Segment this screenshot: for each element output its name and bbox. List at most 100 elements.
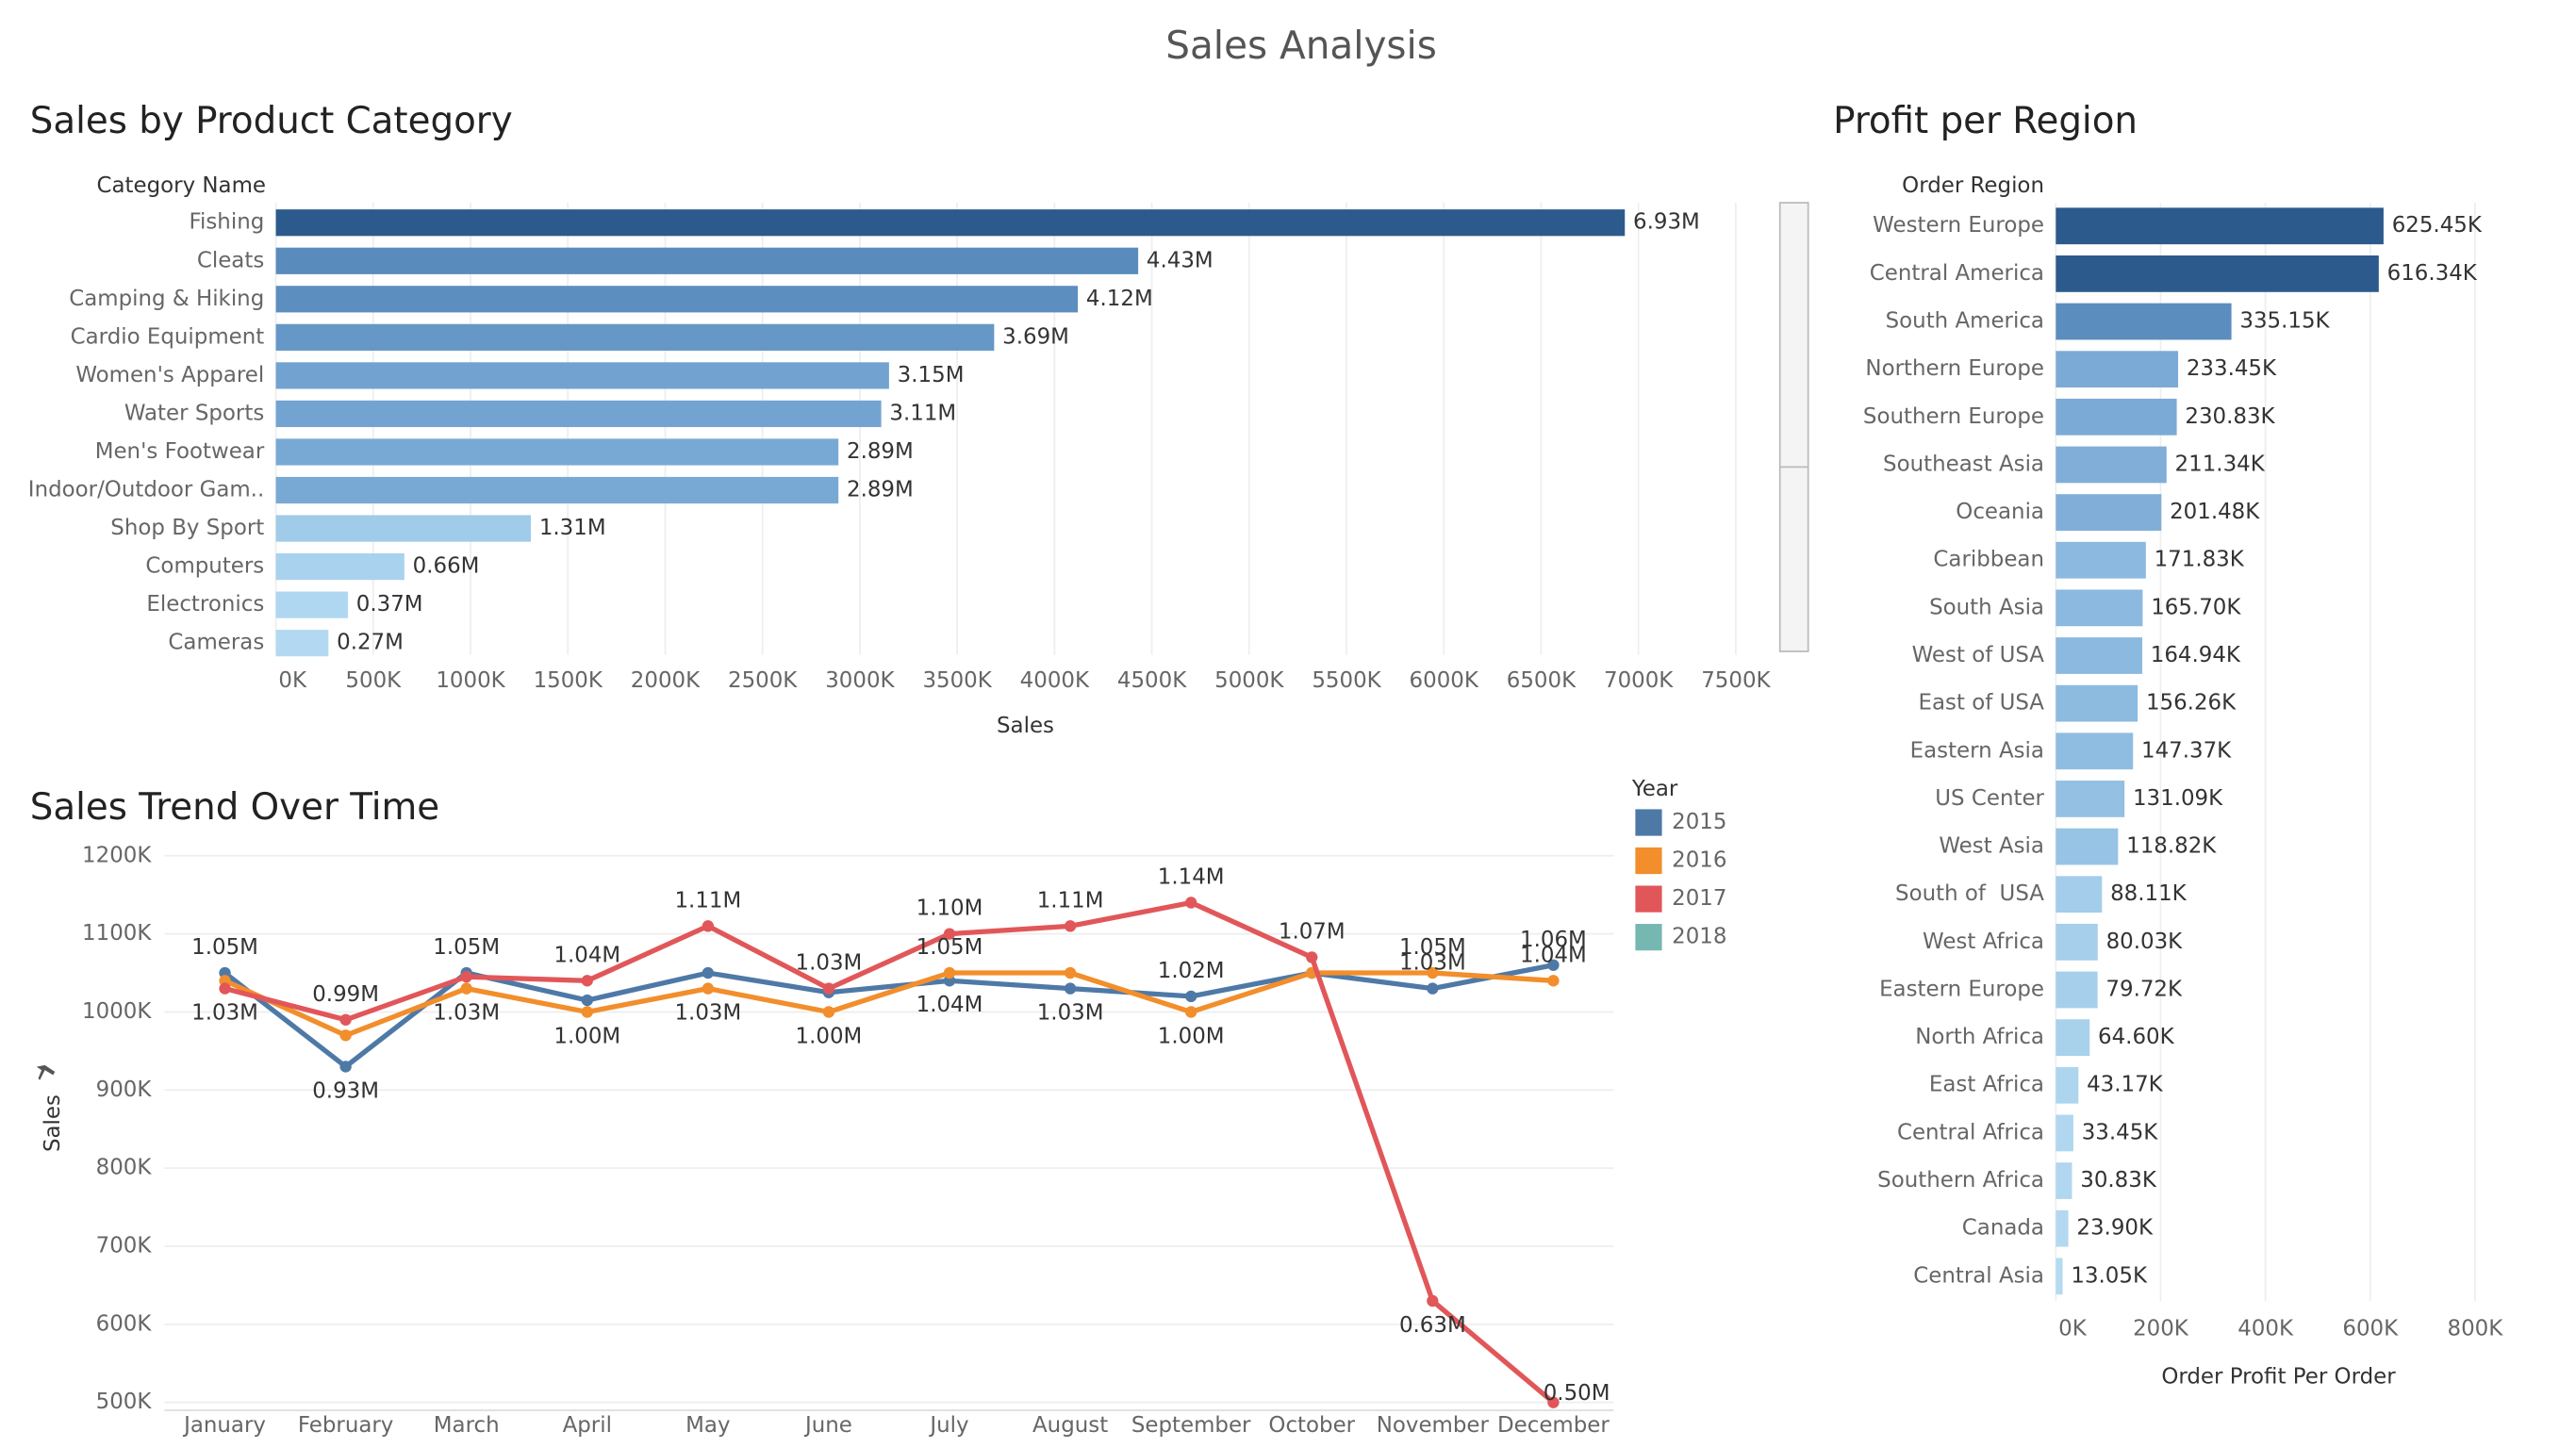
- point: [581, 994, 593, 1007]
- point: [702, 982, 715, 995]
- pin-icon[interactable]: [36, 1064, 56, 1080]
- data-label: 1.03M: [1037, 1001, 1104, 1026]
- x-tick-label: 1500K: [534, 668, 603, 693]
- bar: [2056, 494, 2162, 531]
- x-tick-label: 0K: [2058, 1317, 2088, 1341]
- data-label: 616.34K: [2387, 261, 2478, 286]
- point: [702, 966, 715, 979]
- data-label: 201.48K: [2170, 500, 2260, 524]
- data-label: 1.04M: [1520, 943, 1587, 967]
- legend-label: 2017: [1672, 886, 1726, 911]
- series-line: [223, 963, 1554, 1070]
- data-label: 1.05M: [433, 935, 500, 960]
- chart-title: Sales by Product Category: [30, 100, 513, 142]
- point: [1547, 1396, 1560, 1408]
- data-label: 3.11M: [889, 401, 956, 425]
- category-label: Oceania: [1956, 500, 2044, 524]
- data-label: 1.03M: [1399, 951, 1466, 976]
- x-tick-label: 3500K: [922, 668, 992, 693]
- category-header: Category Name: [97, 173, 267, 198]
- data-label: 1.14M: [1158, 865, 1225, 890]
- bar: [2056, 732, 2134, 770]
- bar: [275, 591, 348, 618]
- bar: [275, 552, 405, 581]
- x-tick-label: 4500K: [1117, 668, 1187, 693]
- bar: [2056, 446, 2167, 484]
- data-label: 1.00M: [1158, 1024, 1225, 1048]
- point: [460, 971, 472, 983]
- x-tick-label: 400K: [2237, 1317, 2294, 1341]
- x-tick-label: February: [298, 1413, 394, 1438]
- bar: [2056, 876, 2103, 913]
- category-label: South of USA: [1895, 881, 2044, 906]
- category-label: Cleats: [197, 248, 264, 272]
- data-label: 1.04M: [916, 993, 983, 1017]
- legend-swatch: [1635, 809, 1662, 836]
- bar: [2056, 637, 2142, 674]
- bar: [275, 247, 1139, 274]
- data-label: 1.05M: [916, 935, 983, 960]
- data-label: 1.03M: [433, 1001, 500, 1026]
- bar: [2056, 781, 2125, 817]
- bar: [2056, 541, 2146, 579]
- category-label: Central Asia: [1913, 1263, 2044, 1288]
- data-label: 79.72K: [2105, 977, 2183, 1001]
- point: [943, 966, 956, 979]
- data-label: 6.93M: [1633, 210, 1700, 235]
- category-label: North Africa: [1915, 1025, 2044, 1049]
- point: [581, 1006, 593, 1018]
- category-label: Fishing: [190, 210, 265, 235]
- point: [943, 928, 956, 940]
- point: [1185, 990, 1197, 1003]
- data-label: 1.04M: [553, 943, 620, 967]
- x-tick-label: September: [1131, 1413, 1251, 1438]
- x-tick-label: 800K: [2448, 1317, 2504, 1341]
- data-label: 1.03M: [674, 1001, 741, 1026]
- bar: [2056, 684, 2138, 722]
- y-tick-label: 700K: [96, 1233, 153, 1258]
- category-label: Women's Apparel: [75, 363, 264, 387]
- category-label: Cameras: [168, 631, 264, 655]
- data-label: 1.07M: [1279, 920, 1346, 945]
- bar: [2056, 923, 2098, 961]
- category-label: West of USA: [1912, 643, 2045, 667]
- data-label: 2.89M: [847, 439, 914, 464]
- data-label: 1.10M: [916, 897, 983, 921]
- legend-swatch: [1635, 885, 1662, 913]
- bar: [275, 438, 839, 466]
- data-label: 1.00M: [796, 1024, 863, 1048]
- data-label: 1.11M: [1037, 888, 1104, 913]
- data-label: 1.06M: [1520, 928, 1587, 952]
- category-label: Indoor/Outdoor Gam..: [28, 478, 264, 502]
- data-label: 147.37K: [2141, 738, 2232, 763]
- bar: [275, 286, 1079, 313]
- data-label: 0.93M: [312, 1078, 379, 1103]
- legend-label: 2015: [1672, 810, 1726, 834]
- bar: [275, 362, 889, 389]
- x-tick-label: May: [685, 1413, 730, 1438]
- data-label: 233.45K: [2187, 356, 2277, 381]
- category-label: Southern Africa: [1877, 1168, 2044, 1193]
- x-axis-title: Sales: [997, 714, 1054, 738]
- x-tick-label: 4000K: [1020, 668, 1090, 693]
- bar: [275, 323, 995, 351]
- data-label: 1.03M: [796, 951, 863, 976]
- legend-label: 2018: [1672, 925, 1726, 949]
- scroll-track[interactable]: [1778, 202, 1809, 652]
- x-tick-label: April: [563, 1413, 612, 1438]
- dashboard-title: Sales Analysis: [1165, 23, 1437, 68]
- x-tick-label: July: [928, 1413, 968, 1438]
- data-label: 0.99M: [312, 982, 379, 1007]
- point: [702, 920, 715, 932]
- category-label: Western Europe: [1873, 213, 2044, 238]
- data-label: 1.00M: [553, 1024, 620, 1048]
- category-label: Men's Footwear: [95, 439, 265, 464]
- category-label: West Asia: [1939, 834, 2044, 859]
- data-label: 165.70K: [2151, 595, 2241, 619]
- point: [1064, 966, 1077, 979]
- category-label: South America: [1886, 309, 2044, 334]
- scrollbar[interactable]: [1778, 202, 1809, 652]
- point: [1306, 951, 1318, 963]
- data-label: 1.02M: [1158, 959, 1225, 983]
- category-label: Shop By Sport: [110, 516, 264, 540]
